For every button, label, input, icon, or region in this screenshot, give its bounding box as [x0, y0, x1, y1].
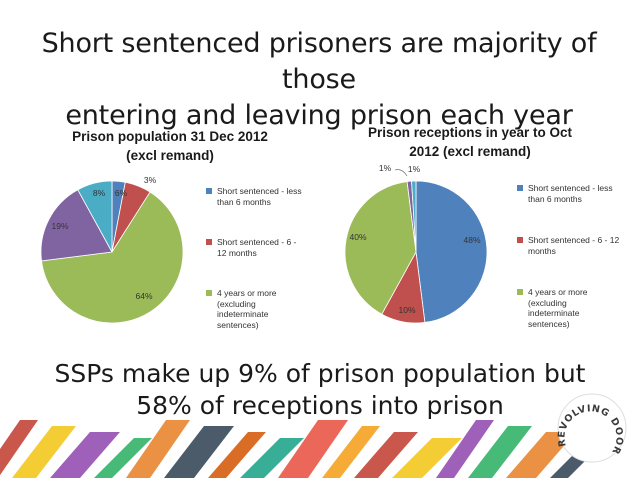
chart2-title-line1: Prison receptions in year to Oct — [367, 125, 573, 140]
legend-item: 4 years or more (excluding indeterminate… — [517, 287, 627, 339]
data-label: 6% — [115, 188, 128, 198]
stripe — [468, 426, 532, 478]
legend-label: 12 months — [217, 247, 257, 258]
pie-slice — [415, 180, 488, 323]
legend-label: Short sentenced - 6 - 12 — [528, 235, 620, 245]
stripe — [392, 438, 462, 478]
legend-label: indeterminate — [217, 309, 269, 319]
stripe — [94, 438, 152, 478]
stripe — [164, 426, 234, 478]
chart1-title-line2: (excl remand) — [126, 148, 214, 163]
data-label: 10% — [398, 305, 415, 315]
slide-title-line1: Short sentenced prisoners are majority o… — [41, 28, 597, 95]
chart1-title: Prison population 31 Dec 2012 (excl rema… — [40, 127, 300, 165]
legend-label: sentences) — [528, 318, 570, 329]
pie-slice — [41, 191, 184, 324]
legend-label: 4 years or more — [528, 287, 588, 297]
takeaway-line1: SSPs make up 9% of prison population but — [54, 359, 586, 388]
data-label: 64% — [135, 291, 152, 301]
takeaway-text: SSPs make up 9% of prison population but… — [40, 358, 600, 422]
stripe — [12, 426, 76, 478]
data-label: 1% — [408, 164, 421, 174]
data-label: 19% — [51, 221, 68, 231]
legend-item: Short sentenced - less than 6 months — [517, 183, 627, 235]
data-label: 48% — [463, 235, 480, 245]
legend-label: (excluding — [217, 298, 256, 309]
stripe — [354, 432, 418, 478]
slide-title-line2: entering and leaving prison each year — [65, 100, 573, 131]
legend-label: 4 years or more — [217, 288, 277, 298]
data-label: 1% — [379, 163, 392, 173]
legend-label: than 6 months — [528, 193, 582, 204]
data-label: 3% — [144, 175, 157, 185]
pie-slice — [77, 180, 113, 253]
legend-label: months — [528, 245, 556, 256]
pie-slice — [40, 189, 113, 262]
svg-text:REVOLVING DOORS AGENCY: REVOLVING DOORS AGENCY — [0, 0, 624, 456]
legend-item: Short sentenced - 6 - 12 months — [206, 237, 316, 288]
legend-swatch — [206, 188, 212, 194]
slide-title: Short sentenced prisoners are majority o… — [20, 26, 618, 134]
stripe — [506, 432, 576, 478]
legend-item: Short sentenced - 6 - 12 months — [517, 235, 627, 287]
takeaway-line2: 58% of receptions into prison — [136, 391, 504, 420]
legend-label: Short sentenced - 6 - — [217, 237, 297, 247]
legend-label: Short sentenced - less — [528, 183, 613, 193]
legend-swatch — [517, 289, 523, 295]
chart2-title: Prison receptions in year to Oct 2012 (e… — [335, 123, 605, 161]
pie-slice — [344, 181, 417, 315]
stripe — [278, 420, 348, 478]
data-label: 8% — [93, 188, 106, 198]
stripe — [208, 432, 266, 478]
legend-label: sentences) — [217, 319, 259, 330]
chart1-legend: Short sentenced - less than 6 months Sho… — [206, 186, 316, 339]
stripe — [126, 420, 190, 478]
legend-swatch — [206, 239, 212, 245]
stripe — [322, 426, 380, 478]
legend-label: indeterminate — [528, 308, 580, 318]
chart2-title-line2: 2012 (excl remand) — [409, 144, 531, 159]
legend-label: than 6 months — [217, 196, 271, 207]
logo-text: REVOLVING DOORS AGENCY — [0, 0, 624, 456]
legend-swatch — [517, 237, 523, 243]
legend-label: (excluding — [528, 297, 567, 308]
legend-item: 4 years or more (excluding indeterminate… — [206, 288, 316, 339]
legend-swatch — [206, 290, 212, 296]
stripe — [240, 438, 304, 478]
stripe — [436, 420, 494, 478]
stripe — [50, 432, 120, 478]
pie-slice — [411, 180, 417, 253]
legend-label: Short sentenced - less — [217, 186, 302, 196]
legend-item: Short sentenced - less than 6 months — [206, 186, 316, 237]
data-label: 40% — [349, 232, 366, 242]
stripe — [0, 420, 38, 476]
chart1-title-line1: Prison population 31 Dec 2012 — [72, 129, 268, 144]
chart2-legend: Short sentenced - less than 6 months Sho… — [517, 183, 627, 339]
legend-swatch — [517, 185, 523, 191]
leader-line — [394, 169, 408, 177]
